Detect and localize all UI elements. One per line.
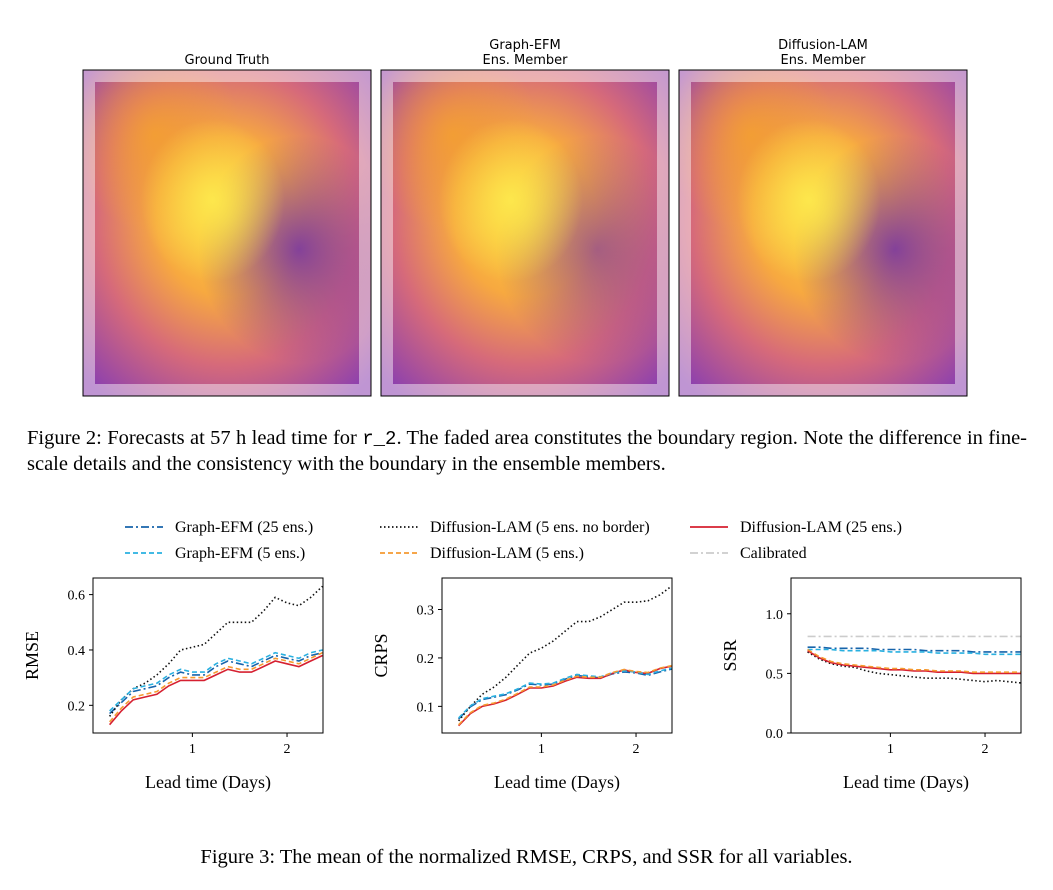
x-tick-label: 1 xyxy=(189,742,196,757)
legend-label: Graph-EFM (25 ens.) xyxy=(175,519,313,536)
legend-label: Diffusion-LAM (5 ens. no border) xyxy=(430,519,650,536)
series-line xyxy=(108,654,323,726)
series-line xyxy=(109,651,323,715)
y-tick-label: 1.0 xyxy=(766,608,784,623)
series-line xyxy=(458,668,672,720)
series-line xyxy=(807,646,1021,653)
legend-label: Diffusion-LAM (25 ens.) xyxy=(740,519,902,536)
x-tick-label: 1 xyxy=(538,742,545,757)
line-chart: 0.0 0.5 1.0 1 2 Lead time (Days) SSR xyxy=(720,577,1022,793)
legend-label: Graph-EFM (5 ens.) xyxy=(175,545,305,562)
y-tick-label: 0.4 xyxy=(68,644,86,659)
line-chart: 0.2 0.4 0.6 1 2 Lead time (Days) RMSE xyxy=(22,577,324,793)
plot-frame xyxy=(441,577,673,734)
panel-title: Ens. Member xyxy=(483,53,569,68)
map-panels xyxy=(82,69,968,397)
x-tick-label: 2 xyxy=(284,742,291,757)
series-line xyxy=(458,664,672,726)
plot-frame xyxy=(790,577,1022,734)
series-line xyxy=(807,648,1021,656)
series-line xyxy=(457,585,672,722)
series-line xyxy=(458,667,672,719)
x-axis-label: Lead time (Days) xyxy=(494,772,620,793)
caption-text: Figure 2: Forecasts at 57 h lead time fo… xyxy=(27,427,363,449)
x-axis-label: Lead time (Days) xyxy=(145,772,271,793)
panel-title: Ens. Member xyxy=(781,53,867,68)
y-tick-label: 0.6 xyxy=(68,589,86,604)
y-tick-label: 0.2 xyxy=(68,699,86,714)
y-tick-label: 0.5 xyxy=(766,667,784,682)
y-axis-label: SSR xyxy=(720,639,740,671)
panel-title: Graph-EFM xyxy=(489,38,560,53)
series-line xyxy=(108,651,323,723)
y-tick-label: 0.1 xyxy=(417,700,435,715)
series-line xyxy=(807,648,1021,673)
plot-frame xyxy=(92,577,324,734)
y-tick-label: 0.3 xyxy=(417,603,435,618)
y-tick-label: 0.0 xyxy=(766,727,784,742)
caption-text: . The faded area constitutes the boundar… xyxy=(27,427,1027,475)
y-axis-label: RMSE xyxy=(22,631,42,680)
series-line xyxy=(807,651,1021,684)
figure-2-caption: Figure 2: Forecasts at 57 h lead time fo… xyxy=(27,426,1027,477)
series-line xyxy=(108,585,324,717)
legend-label: Diffusion-LAM (5 ens.) xyxy=(430,545,584,562)
x-tick-label: 2 xyxy=(633,742,640,757)
x-axis-label: Lead time (Days) xyxy=(843,772,969,793)
x-tick-label: 1 xyxy=(887,742,894,757)
caption-code: r_2 xyxy=(362,428,397,450)
figure-3-caption: Figure 3: The mean of the normalized RMS… xyxy=(200,846,853,868)
y-tick-label: 0.2 xyxy=(417,652,435,667)
line-chart: 0.1 0.2 0.3 1 2 Lead time (Days) CRPS xyxy=(371,577,673,793)
x-tick-label: 2 xyxy=(982,742,989,757)
series-line xyxy=(458,665,672,727)
series-line xyxy=(807,650,1021,675)
panel-title: Ground Truth xyxy=(185,53,270,68)
panel-title: Diffusion-LAM xyxy=(778,38,868,53)
series-line xyxy=(109,649,323,712)
legend-label: Calibrated xyxy=(740,545,807,562)
y-axis-label: CRPS xyxy=(371,633,391,677)
